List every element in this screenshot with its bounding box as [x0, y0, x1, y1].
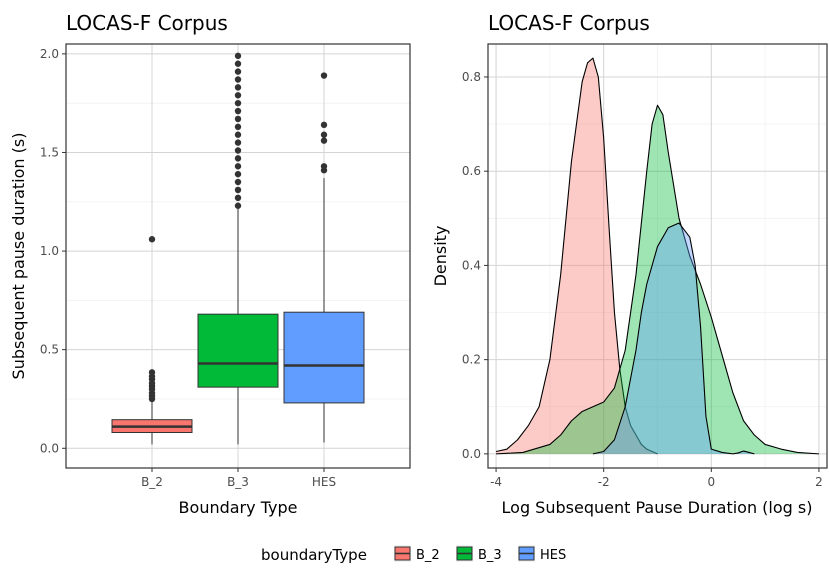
boxplot-y-tick-label: 1.0 [40, 244, 59, 258]
density-panel-border [487, 43, 828, 469]
boxplot-marks [111, 52, 365, 445]
box-outlier-point [234, 99, 242, 107]
box-outlier-point [234, 52, 242, 60]
boxplot-y-tick-label: 0.5 [40, 343, 59, 357]
density-x-tick-label: 2 [815, 475, 823, 489]
density-y-tick-label: 0.8 [462, 70, 481, 84]
density-x-tick-label: 0 [707, 475, 715, 489]
legend-label: B_3 [478, 548, 502, 563]
legend: boundaryType B_2 B_3 HES [261, 545, 566, 564]
boxplot-y-axis: 0.0 0.5 1.0 1.5 2.0 [40, 47, 66, 455]
boxplot-y-tick-label: 0.0 [40, 441, 59, 455]
density-line-hes [592, 222, 755, 455]
density-line-b-2 [495, 57, 658, 455]
box-b-3 [197, 52, 279, 445]
density-title: LOCAS-F Corpus [488, 11, 650, 35]
density-x-axis-title: Log Subsequent Pause Duration (log s) [502, 498, 813, 517]
box-outlier-point [234, 163, 242, 170]
density-x-tick-label: -2 [598, 475, 610, 489]
density-area-hes [592, 223, 755, 454]
box-outlier-point [234, 155, 242, 162]
legend-key-b-3 [456, 545, 473, 562]
box-outlier-point [234, 107, 242, 115]
box-outlier-point [234, 139, 242, 146]
boxplot-title: LOCAS-F Corpus [66, 11, 228, 35]
density-marks [495, 57, 819, 455]
boxplot-x-axis-title: Boundary Type [179, 498, 298, 517]
legend-label: HES [540, 548, 566, 563]
box-outlier-point [234, 60, 242, 67]
density-y-axis-title: Density [431, 226, 450, 287]
density-line-b-3 [496, 104, 819, 455]
box-outlier-point [234, 178, 242, 186]
density-x-tick-label: -4 [490, 475, 502, 489]
box-body [283, 311, 365, 404]
density-area-b-3 [496, 105, 819, 454]
legend-key-hes [518, 545, 535, 562]
density-y-tick-label: 0.4 [462, 258, 481, 272]
legend-label: B_2 [416, 548, 440, 563]
density-y-axis: 0.0 0.2 0.4 0.6 0.8 [462, 70, 488, 461]
density-y-tick-label: 0.2 [462, 353, 481, 367]
legend-items: B_2 B_3 HES [394, 545, 566, 563]
boxplot-x-axis: B_2 B_3 HES [141, 468, 336, 489]
boxplot-y-tick-label: 1.5 [40, 145, 59, 159]
box-outlier-point [234, 194, 242, 202]
box-outlier-point [234, 202, 242, 209]
box-outlier-point [320, 121, 328, 129]
boxplot-x-tick-label: B_3 [227, 475, 249, 489]
box-outlier-point [148, 236, 156, 243]
box-outlier-point [234, 84, 242, 91]
box-outlier-point [234, 92, 242, 99]
box-b-2 [111, 236, 193, 445]
density-panel: LOCAS-F Corpus 0.0 0.2 0.4 0.6 0.8 -4 -2 0 2 Lo… [431, 11, 828, 517]
density-x-axis: -4 -2 0 2 [490, 468, 823, 489]
box-outlier-point [234, 147, 242, 154]
box-outlier-point [234, 68, 242, 75]
density-area-b-2 [496, 58, 658, 454]
density-grid [488, 44, 827, 468]
boxplot-panel: LOCAS-F Corpus 0.0 0.5 1.0 1.5 2.0 B_2 B_3 HES… [9, 11, 411, 517]
box-body [197, 313, 279, 388]
boxplot-y-tick-label: 2.0 [40, 47, 59, 61]
box-outlier-point [234, 123, 242, 131]
density-y-tick-label: 0.6 [462, 164, 481, 178]
legend-key-b-2 [394, 545, 411, 562]
box-outlier-point [320, 131, 328, 138]
boxplot-x-tick-label: B_2 [141, 475, 163, 489]
box-hes [283, 72, 365, 443]
density-y-tick-label: 0.0 [462, 447, 481, 461]
boxplot-x-tick-label: HES [312, 475, 336, 489]
box-outlier-point [148, 369, 156, 376]
box-outlier-point [234, 131, 242, 138]
box-outlier-point [234, 115, 242, 123]
box-outlier-point [234, 186, 242, 194]
boxplot-y-axis-title: Subsequent pause duration (s) [9, 133, 28, 380]
box-outlier-point [320, 72, 328, 79]
box-outlier-point [234, 170, 242, 178]
box-outlier-point [320, 163, 328, 170]
box-outlier-point [234, 76, 242, 83]
legend-title: boundaryType [261, 546, 367, 564]
box-outlier-point [320, 137, 328, 144]
